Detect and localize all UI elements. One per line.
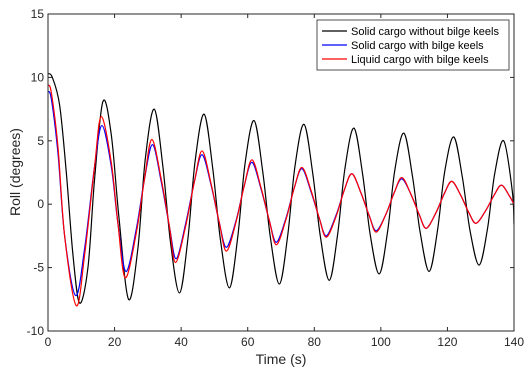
y-tick-label: 15 xyxy=(31,7,45,21)
x-tick-label: 40 xyxy=(174,335,188,349)
x-tick-label: 60 xyxy=(241,335,255,349)
ticks-layer: 0 20 40 60 80 100 120 140 -10 -5 0 5 10 15 xyxy=(27,7,525,349)
series-line-1 xyxy=(48,73,514,304)
y-tick-label: -5 xyxy=(33,261,44,275)
y-tick-label: -10 xyxy=(27,324,45,338)
legend-label-2: Solid cargo with bilge keels xyxy=(351,40,484,52)
y-tick-label: 0 xyxy=(37,197,44,211)
x-tick-label: 140 xyxy=(504,335,524,349)
x-axis-title: Time (s) xyxy=(256,351,307,367)
y-tick-label: 5 xyxy=(37,134,44,148)
plot-frame xyxy=(47,13,515,332)
x-tick-label: 20 xyxy=(108,335,122,349)
series-line-3 xyxy=(48,84,514,307)
legend-label-3: Liquid cargo with bilge keels xyxy=(351,54,489,66)
y-axis-title: Roll (degrees) xyxy=(7,128,23,216)
x-tick-label: 120 xyxy=(437,335,457,349)
y-tick-label: 10 xyxy=(31,70,45,84)
x-tick-label: 80 xyxy=(308,335,322,349)
legend: Solid cargo without bilge keels Solid car… xyxy=(316,19,510,71)
series-layer xyxy=(48,73,514,307)
legend-box xyxy=(316,19,510,71)
legend-label-1: Solid cargo without bilge keels xyxy=(351,26,499,38)
x-tick-label: 0 xyxy=(45,335,52,349)
x-tick-label: 100 xyxy=(371,335,391,349)
